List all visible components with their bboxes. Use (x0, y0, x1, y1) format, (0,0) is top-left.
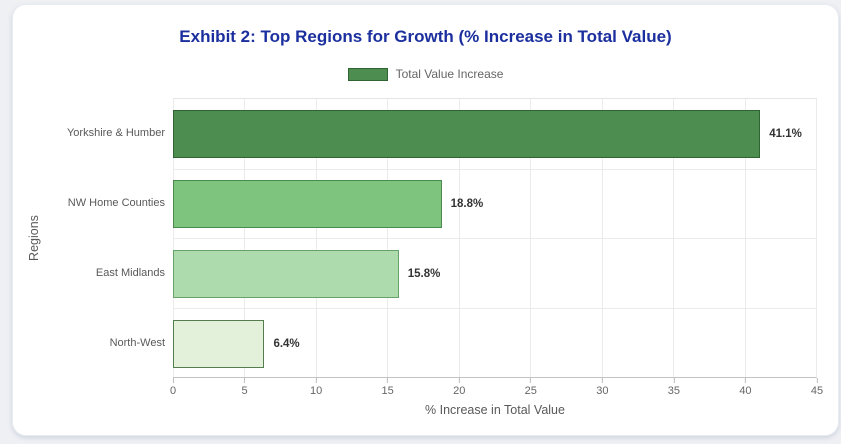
category-label: East Midlands (95, 267, 165, 279)
vertical-gridline (173, 99, 174, 377)
bar-row: 41.1% (173, 99, 816, 169)
tick-label: 25 (524, 385, 537, 397)
y-axis-category-labels: Yorkshire & Humber NW Home Counties East M… (43, 98, 165, 378)
horizontal-gridline (173, 307, 816, 309)
tick-mark (744, 378, 746, 383)
x-axis-tick: 45 (811, 378, 823, 397)
bar-4 (173, 320, 265, 368)
tick-label: 0 (169, 385, 177, 397)
tick-label: 15 (381, 385, 394, 397)
tick-label: 5 (241, 385, 248, 397)
legend-label: Total Value Increase (395, 67, 504, 81)
tick-label: 10 (309, 385, 323, 397)
bar-row: 6.4% (173, 309, 816, 379)
bar-value-label: 41.1% (769, 128, 802, 140)
x-axis-ticks: 0 5 10 15 20 25 30 35 40 45 (170, 378, 823, 404)
legend: Total Value Increase (13, 67, 838, 81)
tick-mark (387, 378, 389, 383)
x-axis-title: % Increase in Total Value (425, 403, 565, 417)
vertical-gridline (244, 99, 246, 377)
chart-title: Exhibit 2: Top Regions for Growth (% Inc… (179, 27, 672, 46)
bar-rows: 41.1% 18.8% 15.8% 6.4% (173, 99, 816, 377)
vertical-gridline (816, 99, 817, 377)
category-label: North-West (109, 337, 165, 349)
tick-label: 45 (810, 385, 824, 397)
vertical-gridline (601, 99, 603, 377)
vertical-gridline (315, 99, 317, 377)
tick-mark (458, 378, 460, 383)
tick-label: 40 (739, 385, 752, 397)
tick-mark (172, 378, 174, 383)
y-axis-title-text: Regions (27, 215, 41, 261)
plot-area: 41.1% 18.8% 15.8% 6.4% (173, 98, 817, 378)
tick-mark (244, 378, 246, 383)
category-label: Yorkshire & Humber (66, 127, 165, 139)
horizontal-gridline (173, 238, 816, 239)
legend-swatch-icon (347, 67, 388, 81)
bar-value-label: 15.8% (407, 268, 441, 280)
bar-2 (173, 180, 442, 228)
horizontal-gridline (173, 168, 816, 170)
bar-1 (173, 110, 761, 158)
bar-value-label: 18.8% (450, 198, 484, 210)
category-label: NW Home Counties (67, 197, 165, 209)
x-axis-tick: 20 (453, 378, 465, 397)
vertical-gridline (458, 99, 460, 377)
bar-value-label: 6.4% (273, 338, 300, 350)
chart-card: Exhibit 2: Top Regions for Growth (% Inc… (12, 4, 839, 436)
tick-label: 30 (596, 385, 609, 397)
tick-mark (816, 378, 818, 383)
bar-3 (173, 250, 399, 298)
x-axis-tick: 10 (310, 378, 322, 397)
x-axis-tick: 0 (170, 378, 176, 397)
tick-label: 35 (667, 385, 680, 397)
x-axis-tick: 25 (525, 378, 537, 397)
tick-mark (673, 378, 675, 383)
x-axis-tick: 5 (241, 378, 248, 397)
tick-mark (315, 378, 317, 383)
tick-mark (601, 378, 603, 383)
vertical-gridline (387, 99, 389, 377)
x-axis-tick: 40 (739, 378, 752, 397)
tick-label: 20 (453, 385, 466, 397)
x-axis-tick: 15 (382, 378, 394, 397)
tick-mark (530, 378, 532, 383)
bar-row: 18.8% (173, 169, 816, 239)
vertical-gridline (673, 99, 675, 377)
vertical-gridline (744, 99, 746, 377)
x-axis-tick: 30 (596, 378, 608, 397)
vertical-gridline (530, 99, 532, 377)
x-axis-tick: 35 (668, 378, 680, 397)
bar-row: 15.8% (173, 239, 816, 309)
